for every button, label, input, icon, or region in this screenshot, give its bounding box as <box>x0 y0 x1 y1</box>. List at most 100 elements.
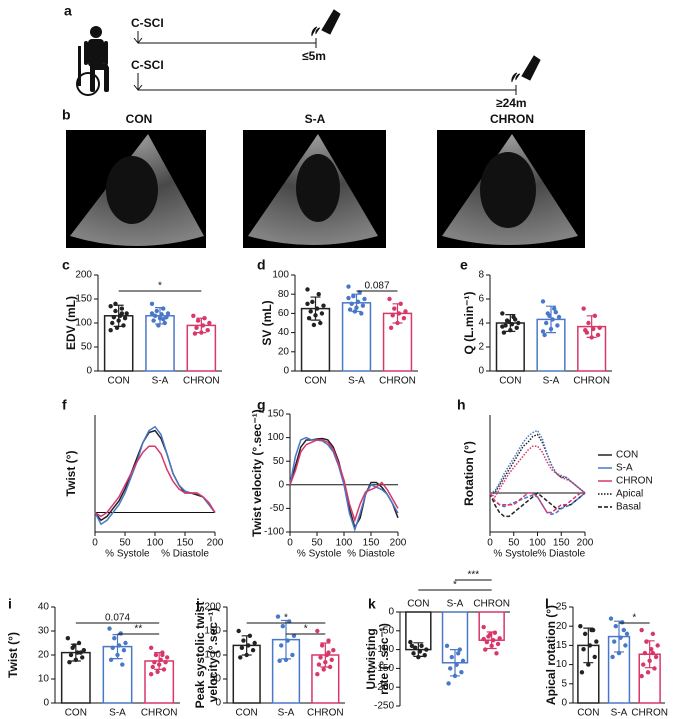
data-point <box>555 323 560 328</box>
significance-label: *** <box>467 570 479 581</box>
data-point <box>152 660 157 665</box>
data-point <box>115 652 120 658</box>
data-point <box>586 320 591 326</box>
data-point <box>422 653 427 658</box>
data-point <box>612 639 617 644</box>
image-title: CHRON <box>490 112 534 126</box>
bar <box>341 302 372 372</box>
x-tick-label: S-A <box>109 708 126 719</box>
data-point <box>645 670 651 675</box>
data-point <box>314 306 320 311</box>
panel-label: b <box>62 107 71 123</box>
data-point <box>448 666 453 671</box>
y-axis-label: Twist velocity (°.sec⁻¹) <box>250 409 264 537</box>
data-point <box>153 652 159 658</box>
legend-label: Apical <box>616 489 643 500</box>
y-tick-label: 5 <box>561 678 567 689</box>
data-point <box>120 662 125 667</box>
data-point <box>67 660 72 665</box>
x-tick-label: CON <box>108 376 130 387</box>
data-point <box>647 658 652 663</box>
data-point <box>306 316 312 321</box>
legend-label: CHRON <box>616 476 653 487</box>
time-label: ≥24m <box>496 96 527 110</box>
significance-label: * <box>284 613 288 624</box>
data-point <box>241 638 246 643</box>
data-point <box>388 325 394 330</box>
data-point <box>553 310 558 315</box>
data-point <box>78 650 83 655</box>
data-point <box>624 631 630 637</box>
data-point <box>613 624 618 629</box>
data-point <box>162 320 167 326</box>
data-point <box>495 641 501 647</box>
data-point <box>497 636 502 641</box>
timeline <box>133 73 517 95</box>
data-point <box>119 311 125 316</box>
panel-label: h <box>457 397 466 413</box>
data-point <box>121 648 127 653</box>
data-point <box>359 311 364 316</box>
x-axis-label: % Systole <box>105 549 150 560</box>
data-point <box>595 332 601 338</box>
data-point <box>119 306 125 311</box>
x-tick-label: 0 <box>287 538 293 549</box>
data-point <box>315 672 320 677</box>
y-tick-label: 50 <box>210 674 222 685</box>
data-point <box>387 296 392 302</box>
echo-image <box>66 130 206 248</box>
data-point <box>512 317 518 322</box>
data-point <box>191 313 196 318</box>
significance-label: * <box>304 624 308 635</box>
x-axis-label: % Diastole <box>347 549 395 560</box>
y-tick-label: 4 <box>478 318 484 329</box>
y-tick-label: 50 <box>273 456 285 467</box>
data-point <box>112 636 117 641</box>
data-point <box>110 320 115 326</box>
data-point <box>118 631 123 636</box>
data-point <box>329 657 334 662</box>
data-point <box>108 304 113 309</box>
data-point <box>150 664 155 670</box>
y-tick-label: 60 <box>278 308 290 319</box>
y-axis-label: Twist (°) <box>6 632 20 678</box>
data-point <box>346 284 351 289</box>
y-axis-label: EDV (mL) <box>64 296 78 350</box>
data-point <box>398 301 403 306</box>
data-point <box>589 335 594 340</box>
y-tick-label: 20 <box>556 621 568 632</box>
data-point <box>246 643 251 648</box>
data-point <box>419 643 424 649</box>
data-point <box>239 645 245 650</box>
data-point <box>319 311 325 316</box>
y-tick-label: 0 <box>43 698 49 709</box>
data-point <box>164 315 169 320</box>
y-tick-label: -250 <box>374 701 394 712</box>
y-tick-label: 150 <box>75 294 92 305</box>
y-tick-label: 150 <box>267 409 284 420</box>
data-point <box>411 651 416 656</box>
event-label: C-SCI <box>131 16 164 30</box>
data-point <box>161 306 166 311</box>
x-tick-label: CON <box>499 376 521 387</box>
data-point <box>291 633 297 638</box>
data-point <box>351 293 356 299</box>
data-point <box>164 655 170 660</box>
data-point <box>616 650 622 656</box>
y-tick-label: 25 <box>556 602 568 613</box>
panel-label: i <box>8 596 12 612</box>
y-tick-label: 80 <box>278 289 290 300</box>
data-point <box>591 326 596 332</box>
data-point <box>548 326 554 332</box>
echo-image <box>243 130 386 248</box>
y-tick-label: -50 <box>270 503 285 514</box>
data-point <box>581 306 586 311</box>
series-line <box>490 433 586 494</box>
y-tick-label: 0 <box>86 366 92 377</box>
x-tick-label: CHRON <box>473 599 510 610</box>
data-point <box>408 639 413 645</box>
x-tick-label: CON <box>304 376 326 387</box>
data-point <box>81 648 87 653</box>
data-point <box>200 323 206 328</box>
data-point <box>163 660 168 665</box>
